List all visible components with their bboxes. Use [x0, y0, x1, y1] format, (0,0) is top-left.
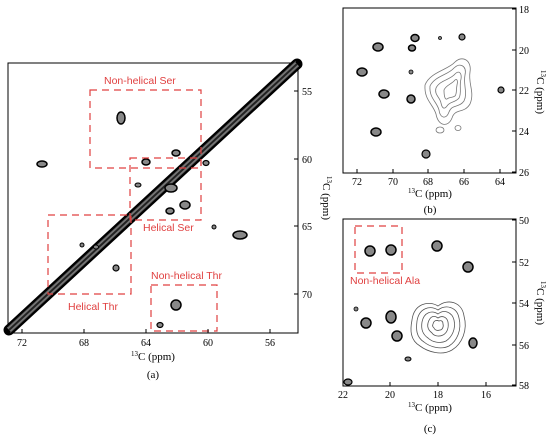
panel-b-ytick: 24 — [519, 127, 529, 138]
panel-c-ytick: 56 — [519, 341, 529, 352]
panel-a-diagonal — [3, 58, 303, 336]
panel-c-xaxis: 22 20 18 16 13C (ppm) — [338, 382, 491, 414]
panel-a-xtick: 68 — [79, 338, 89, 349]
panel-b-xtick: 66 — [459, 177, 469, 188]
non-helical-ser-box — [89, 89, 202, 169]
panel-c-ytick: 50 — [519, 216, 529, 227]
panel-b-yaxis: 18 20 22 24 26 13C (ppm) — [512, 5, 547, 179]
panel-c-peaks — [343, 240, 478, 386]
panel-a-yaxis: 55 60 65 70 13C (ppm) — [294, 87, 333, 301]
panel-b-xtick: 72 — [352, 177, 362, 188]
panel-a-annotation-boxes — [47, 89, 218, 332]
non-helical-thr-box — [150, 284, 218, 332]
panel-a-ylabel: 13C (ppm) — [320, 176, 333, 220]
non-helical-ala-label: Non-helical Ala — [350, 275, 420, 287]
panel-a-xaxis: 72 68 64 60 56 13C (ppm) — [17, 329, 275, 363]
panel-b-frame — [342, 7, 517, 174]
panel-c-yaxis: 50 52 54 56 58 13C (ppm) — [512, 216, 547, 392]
helical-thr-box — [47, 214, 132, 295]
panel-b-cluster — [424, 58, 473, 134]
helical-ser-box — [129, 157, 202, 221]
panel-c-xtick: 18 — [433, 390, 443, 401]
panel-a-ytick: 60 — [302, 155, 312, 166]
panel-c-xtick: 22 — [338, 390, 348, 401]
panel-c: Non-helical Ala 22 20 18 16 13C (ppm) — [338, 216, 547, 435]
panel-c-cluster — [410, 301, 466, 354]
panel-b: 72 70 68 66 64 13C (ppm) 18 20 22 24 26 … — [342, 5, 547, 216]
panel-c-xlabel: 13C (ppm) — [408, 401, 452, 414]
panel-c-ytick: 54 — [519, 299, 529, 310]
panel-b-peaks — [356, 33, 505, 159]
panel-b-ytick: 18 — [519, 5, 529, 16]
panel-b-xlabel: 13C (ppm) — [408, 187, 452, 200]
panel-c-ytick: 58 — [519, 381, 529, 392]
non-helical-thr-label: Non-helical Thr — [151, 270, 223, 282]
non-helical-ser-label: Non-helical Ser — [104, 75, 176, 87]
helical-ser-label: Helical Ser — [143, 222, 194, 234]
panel-a-xtick: 64 — [141, 338, 151, 349]
panel-a-ytick: 55 — [302, 87, 312, 98]
panel-c-caption: (c) — [424, 423, 437, 435]
panel-b-ytick: 22 — [519, 86, 529, 97]
panel-b-ytick: 26 — [519, 168, 529, 179]
panel-a-ytick: 65 — [302, 222, 312, 233]
panel-a: Non-helical Ser Helical Ser Helical Thr … — [3, 58, 333, 381]
panel-c-frame — [342, 218, 517, 387]
panel-a-xtick: 72 — [17, 338, 27, 349]
panel-b-xaxis: 72 70 68 66 64 13C (ppm) — [352, 169, 505, 200]
panel-b-ylabel: 13C (ppm) — [534, 70, 547, 114]
panel-c-xtick: 16 — [481, 390, 491, 401]
panel-b-ytick: 20 — [519, 46, 529, 57]
panel-c-ytick: 52 — [519, 258, 529, 269]
panel-a-caption: (a) — [147, 369, 160, 381]
panel-b-xtick: 70 — [388, 177, 398, 188]
panel-c-ylabel: 13C (ppm) — [534, 281, 547, 325]
panel-b-caption: (b) — [424, 204, 437, 216]
panel-a-xlabel: 13C (ppm) — [131, 350, 175, 363]
panel-c-xtick: 20 — [385, 390, 395, 401]
panel-a-ytick: 70 — [302, 290, 312, 301]
panel-a-xtick: 56 — [265, 338, 275, 349]
helical-thr-label: Helical Thr — [68, 301, 118, 313]
panel-b-xtick: 68 — [423, 177, 433, 188]
panel-a-peaks — [36, 111, 248, 329]
panel-a-xtick: 60 — [203, 338, 213, 349]
panel-b-xtick: 64 — [495, 177, 505, 188]
